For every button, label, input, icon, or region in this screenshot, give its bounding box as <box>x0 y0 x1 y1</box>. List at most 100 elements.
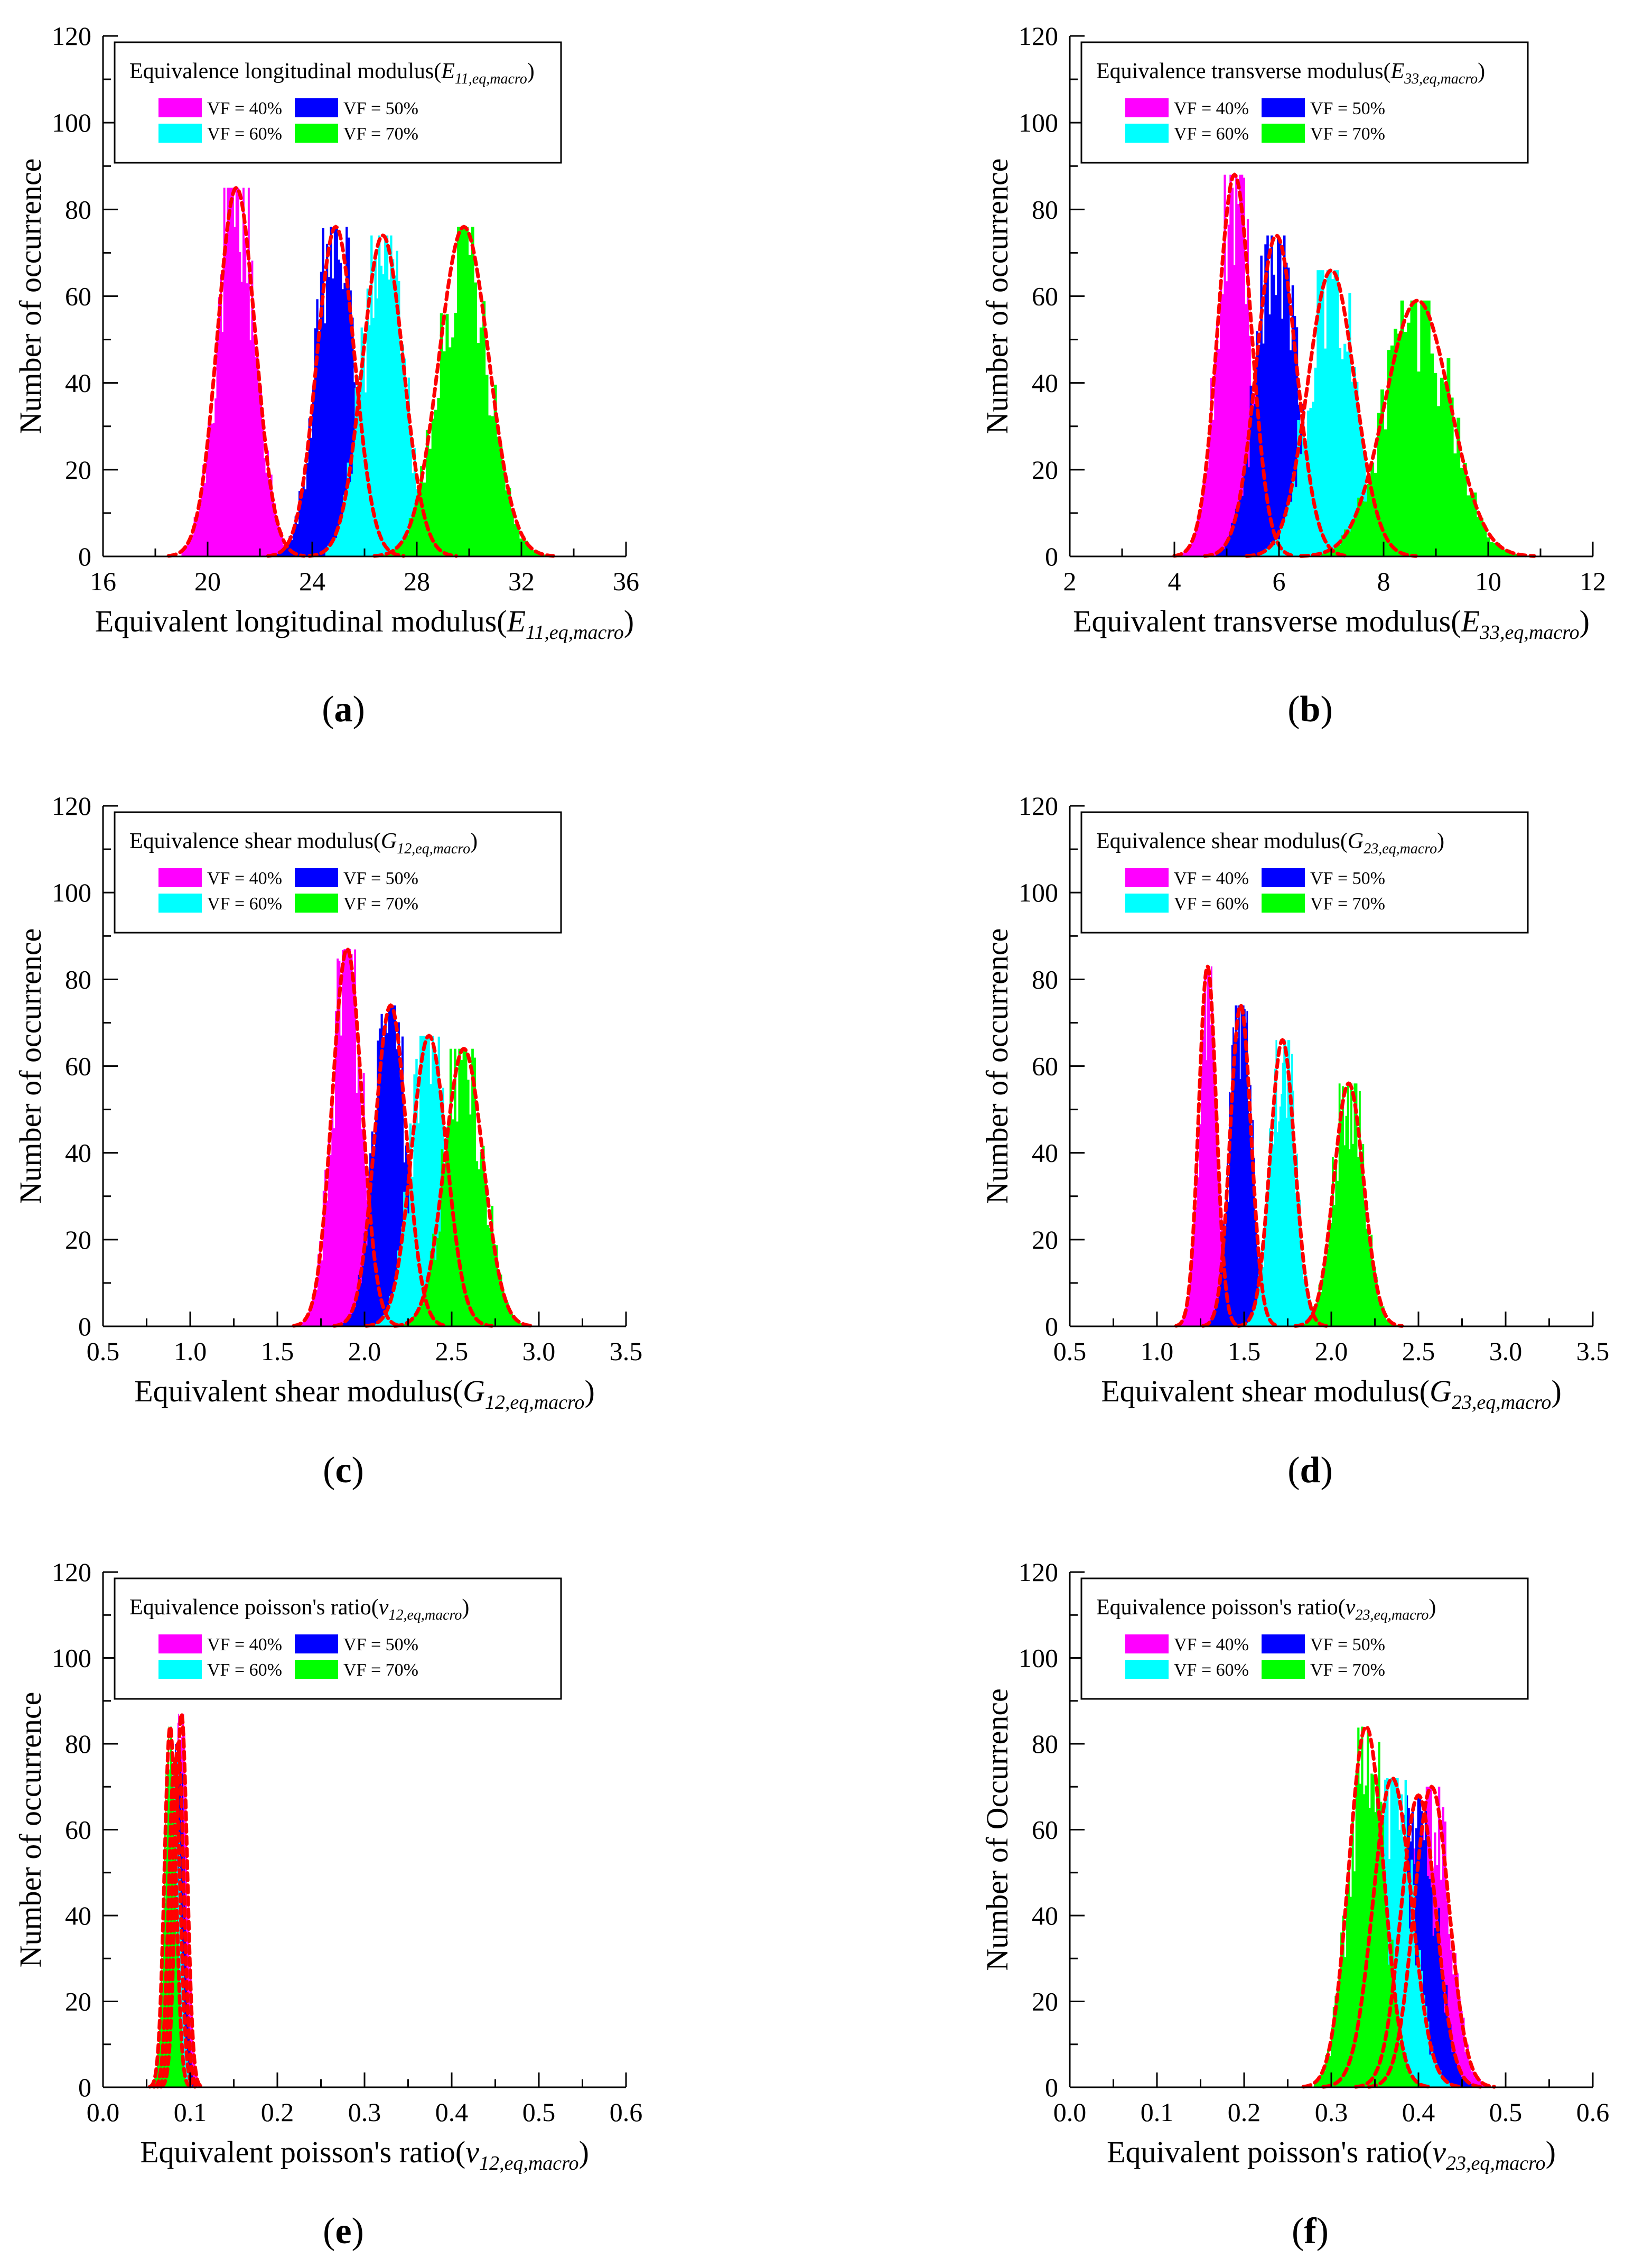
histogram-bar <box>361 1129 363 1326</box>
histogram-bar <box>373 1151 376 1326</box>
histogram-bar <box>1318 1284 1321 1326</box>
histogram-bar <box>1311 1311 1314 1326</box>
histogram-bar <box>195 2068 197 2087</box>
histogram-bar <box>341 289 344 556</box>
y-axis-label: Number of occurrence <box>13 928 48 1204</box>
legend-swatch <box>158 894 202 913</box>
histogram-bar <box>1303 1279 1305 1326</box>
histogram-bar <box>1200 507 1203 556</box>
y-tick-label: 120 <box>52 791 91 821</box>
histogram-bar <box>1221 294 1224 556</box>
histogram-bar <box>1384 429 1388 556</box>
histogram-bar <box>1466 2081 1469 2087</box>
histogram-bar <box>221 331 224 556</box>
histogram-bar <box>1235 1005 1237 1326</box>
histogram-bar <box>1247 1108 1249 1326</box>
histogram-bar <box>1414 2081 1416 2087</box>
legend-label: VF = 60% <box>1174 894 1249 914</box>
histogram-bar <box>235 188 238 556</box>
histogram-bar <box>1210 378 1213 556</box>
histogram-bar <box>1206 1060 1208 1326</box>
histogram-bar <box>1396 1778 1399 2087</box>
histogram-bar <box>331 1096 334 1326</box>
histogram-bar <box>184 2068 185 2087</box>
histogram-bar <box>1446 358 1451 556</box>
histogram-bar <box>1400 1794 1403 2087</box>
histogram-bar <box>396 1049 398 1326</box>
histogram-bar <box>258 388 260 556</box>
histogram-bar <box>1218 349 1220 556</box>
histogram-bar <box>1357 497 1361 556</box>
y-tick-label: 100 <box>52 1643 91 1673</box>
x-tick-label: 3.5 <box>610 1336 643 1366</box>
histogram-bar <box>1474 2077 1477 2087</box>
histogram-bar <box>1338 1083 1341 1326</box>
histogram-bar <box>1332 2007 1335 2087</box>
legend-label: VF = 70% <box>343 124 418 144</box>
histogram-bar <box>413 1074 416 1326</box>
histogram-bar <box>1355 1083 1358 1326</box>
histogram-bar <box>1342 1086 1344 1326</box>
histogram-bar <box>1372 1774 1375 2087</box>
legend-label: VF = 60% <box>207 1660 282 1680</box>
histogram-bar <box>286 543 290 556</box>
histogram-bar <box>263 458 266 556</box>
y-tick-label: 80 <box>1032 964 1058 994</box>
histogram-bar <box>1275 536 1278 556</box>
histogram-bar <box>1185 1306 1187 1326</box>
histogram-bar <box>1324 551 1328 556</box>
histogram-bar <box>1338 1976 1341 2087</box>
histogram-bar <box>1239 174 1241 556</box>
panel-caption: (b) <box>1287 689 1333 730</box>
histogram-bar <box>1360 1158 1363 1326</box>
histogram-bar <box>1243 1005 1245 1326</box>
histogram-bar <box>1480 518 1484 556</box>
chart-panel-3: 0 20 40 60 80 100 120 0.5 1.0 1.5 2.0 2.5 3.0 3.5 Numb… <box>13 791 642 1491</box>
histogram-bar <box>1304 441 1308 556</box>
legend-swatch <box>1262 98 1305 117</box>
histogram-bar <box>1234 1038 1235 1326</box>
histogram-bar <box>1273 1144 1275 1326</box>
histogram-bar <box>1183 551 1186 556</box>
histogram-bar <box>1285 263 1288 556</box>
histogram-bar <box>1188 1301 1189 1326</box>
histogram-bar <box>1331 1157 1334 1326</box>
histogram-bar <box>376 298 379 556</box>
histogram-bar <box>390 1005 393 1326</box>
histogram-bar <box>1283 235 1286 557</box>
histogram-bar <box>1451 2052 1454 2087</box>
histogram-bar <box>249 340 252 556</box>
legend-label: VF = 40% <box>207 869 282 888</box>
histogram-bar <box>1400 300 1404 556</box>
histogram-bar <box>1406 1876 1409 2087</box>
histogram-bar <box>512 1315 516 1326</box>
histogram-bar <box>388 279 390 556</box>
x-tick-label: 4 <box>1168 566 1181 596</box>
y-tick-label: 100 <box>1019 1643 1058 1673</box>
chart-panel-1: 0 20 40 60 80 100 120 16 20 24 28 32 36 Number of occ… <box>13 21 639 730</box>
histogram-bar <box>493 384 497 556</box>
series-1-fit-curve <box>159 1709 204 2089</box>
histogram-bar <box>1454 1953 1457 2087</box>
y-tick-label: 60 <box>65 1052 91 1081</box>
histogram-bar <box>267 450 269 556</box>
histogram-bar <box>1222 1234 1224 1326</box>
histogram-bar <box>1296 1154 1299 1326</box>
histogram-bar <box>1193 536 1196 556</box>
histogram-bar <box>174 1849 176 2087</box>
histogram-bar <box>1252 406 1255 556</box>
x-tick-label: 20 <box>194 566 221 596</box>
histogram-bar <box>1212 1316 1215 1326</box>
legend-label: VF = 70% <box>1310 124 1385 144</box>
histogram-bar <box>320 272 323 556</box>
histogram-bar <box>403 1192 406 1326</box>
histogram-bar <box>1194 1170 1197 1326</box>
histogram-bar <box>1370 1234 1373 1326</box>
histogram-bar <box>1358 424 1361 556</box>
histogram-bar <box>1340 535 1344 556</box>
histogram-bar <box>302 1322 304 1326</box>
histogram-bar <box>1362 1794 1366 2087</box>
histogram-bar <box>1467 495 1470 556</box>
histogram-bar <box>407 1213 410 1326</box>
histogram-bar <box>452 1119 454 1326</box>
